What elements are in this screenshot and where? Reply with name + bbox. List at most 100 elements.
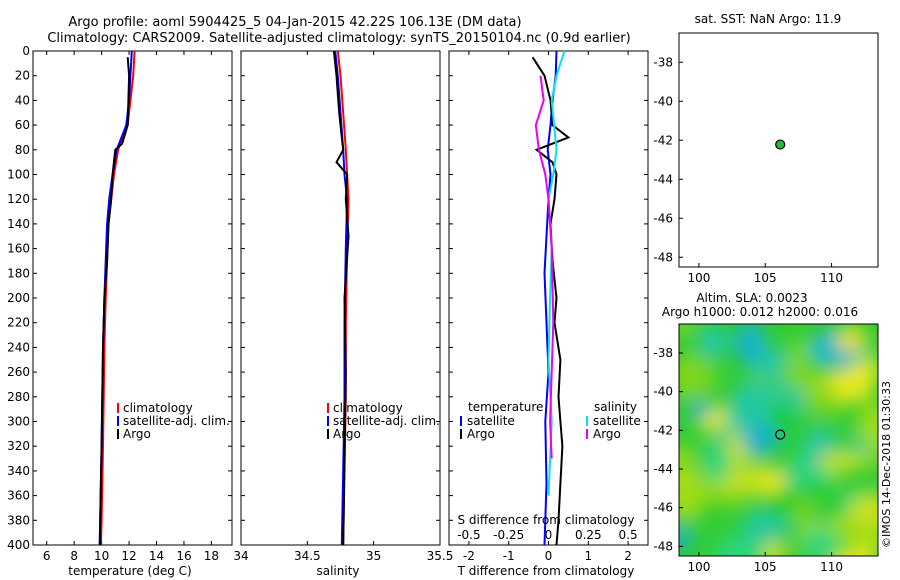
- temperature-xtick-label: 10: [94, 549, 109, 563]
- depth-tick-label: 300: [7, 415, 30, 429]
- depth-tick-label: 260: [7, 365, 30, 379]
- difference-xtick-label: -1: [503, 549, 515, 563]
- sst-map-ticks: 100 105 110 -38 -40 -42 -44 -46 -48: [653, 55, 843, 285]
- sla-heatmap-cell: [836, 328, 864, 352]
- difference-xtick-label: 0: [545, 549, 553, 563]
- salinity-xtick-label: 34: [233, 549, 248, 563]
- difference-stick-label: 0: [545, 528, 553, 542]
- map-ytick-label: -40: [653, 385, 673, 399]
- map-ytick-label: -42: [653, 423, 673, 437]
- difference-xlabel: T difference from climatology: [457, 564, 635, 578]
- difference-xtick-label: 2: [624, 549, 632, 563]
- salinity-xtick-label: 34.5: [294, 549, 321, 563]
- temperature-xtick-label: 18: [204, 549, 219, 563]
- temperature-legend-label: satellite-adj. clim.: [123, 414, 230, 428]
- depth-tick-label: 200: [7, 291, 30, 305]
- map-xtick-label: 110: [820, 560, 843, 574]
- sla-heatmap-cell: [679, 353, 716, 401]
- map-xtick-label: 110: [820, 271, 843, 285]
- map-ytick-label: -48: [653, 539, 673, 553]
- depth-tick-label: 240: [7, 340, 30, 354]
- map-ytick-label: -44: [653, 462, 673, 476]
- depth-tick-label: 80: [15, 143, 30, 157]
- series-line-argo: [99, 57, 131, 545]
- difference-depth-tickmarks: [449, 50, 648, 546]
- sla-heatmap-cell: [817, 451, 865, 472]
- depth-tick-label: 40: [15, 93, 30, 107]
- depth-ticks: 0 20 40 60 80 100 120 140 160 180 200 220 240 260 280 3…: [7, 44, 30, 552]
- sla-heatmap-cell: [810, 343, 830, 361]
- salinity-lines: [332, 50, 350, 546]
- temperature-lines: [98, 50, 136, 546]
- title-line1: Argo profile: aoml 5904425_5 04-Jan-2015…: [68, 15, 521, 30]
- difference-legend-label: satellite: [593, 414, 641, 428]
- salinity-legend-label: satellite-adj. clim.: [333, 414, 440, 428]
- sla-map-points: [775, 429, 786, 440]
- salinity-depth-tickmarks: [241, 50, 440, 546]
- sla-heatmap-cell: [698, 324, 728, 361]
- sla-heatmap-cell: [848, 492, 878, 527]
- map-ytick-label: -40: [653, 94, 673, 108]
- depth-tick-label: 20: [15, 69, 30, 83]
- difference-xtick-label: 1: [584, 549, 592, 563]
- map-xtick-label: 100: [687, 271, 710, 285]
- map-xtick-label: 105: [754, 560, 777, 574]
- sst-map-points: [775, 139, 786, 150]
- depth-tick-label: 160: [7, 242, 30, 256]
- sla-heatmap-cell: [679, 481, 705, 521]
- difference-panel: -2 -1 0 1 2 -0.5 -0.25 0 0.25 0.5 temperaturesat…: [448, 50, 649, 578]
- argo-location-marker: [775, 139, 786, 150]
- depth-tick-label: 180: [7, 266, 30, 280]
- difference-lines: [531, 50, 571, 546]
- series-line-argo: [332, 50, 350, 546]
- sla-heatmap-cell: [720, 472, 773, 493]
- sla-heatmap-cell: [763, 539, 786, 556]
- argo-location-marker: [775, 429, 786, 440]
- difference-axes-frame: [448, 50, 649, 546]
- title-line2: Climatology: CARS2009. Satellite-adjuste…: [47, 31, 630, 46]
- sst-map-frame: [678, 32, 879, 268]
- depth-tick-label: 220: [7, 316, 30, 330]
- sla-heatmap-cell: [679, 453, 708, 476]
- salinity-xtick-label: 35: [366, 549, 381, 563]
- salinity-xlabel: salinity: [316, 564, 359, 578]
- difference-stick-label: -0.25: [493, 528, 524, 542]
- temperature-legend-label: climatology: [123, 401, 193, 415]
- difference-legend: temperaturesatelliteArgosalinitysatellit…: [460, 400, 641, 441]
- depth-tick-label: 120: [7, 192, 30, 206]
- difference-legend-temperature-title: temperature: [468, 400, 543, 414]
- temperature-depth-tickmarks: [33, 50, 232, 546]
- temperature-xlabel: temperature (deg C): [68, 564, 191, 578]
- salinity-legend-label: Argo: [333, 427, 361, 441]
- salinity-xtick-label: 35.5: [427, 549, 454, 563]
- difference-legend-label: satellite: [467, 414, 515, 428]
- map-ytick-label: -38: [653, 346, 673, 360]
- depth-tick-label: 280: [7, 390, 30, 404]
- depth-tick-label: 0: [22, 44, 30, 58]
- depth-tick-label: 380: [7, 513, 30, 527]
- sla-heatmap-cell: [702, 438, 731, 484]
- sla-map-panel: Altim. SLA: 0.0023 Argo h1000: 0.012 h20…: [653, 291, 879, 574]
- map-xtick-label: 105: [754, 271, 777, 285]
- series-line-climatology: [99, 50, 136, 546]
- sla-map-frame: [678, 323, 879, 557]
- temperature-xtick-label: 12: [121, 549, 136, 563]
- depth-tick-label: 100: [7, 168, 30, 182]
- difference-xticks: -2 -1 0 1 2: [463, 51, 632, 563]
- difference-stick-label: 0.25: [575, 528, 602, 542]
- depth-tick-label: 140: [7, 217, 30, 231]
- salinity-xticks: 34 34.5 35 35.5: [233, 51, 453, 563]
- map-ytick-label: -46: [653, 501, 673, 515]
- sla-heatmap-cell: [798, 484, 840, 504]
- sla-heatmap-cell: [679, 526, 695, 549]
- temperature-xtick-label: 6: [43, 549, 51, 563]
- temperature-xtick-label: 14: [149, 549, 164, 563]
- sla-map-title-line2: Argo h1000: 0.012 h2000: 0.016: [662, 305, 858, 319]
- sla-map-ticks: 100 105 110 -38 -40 -42 -44 -46 -48: [653, 346, 843, 574]
- difference-xtick-label: -2: [463, 549, 475, 563]
- map-xtick-label: 100: [687, 560, 710, 574]
- temperature-xtick-label: 16: [176, 549, 191, 563]
